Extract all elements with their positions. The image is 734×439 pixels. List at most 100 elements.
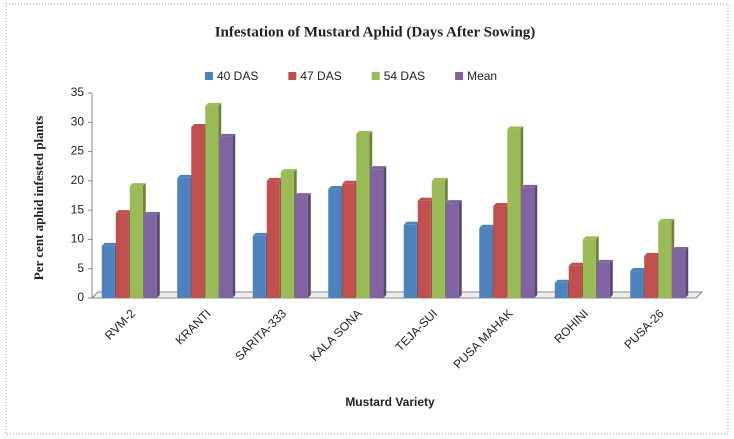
bar [143, 211, 160, 298]
bar-face [507, 126, 524, 130]
bar-face [156, 211, 160, 298]
bar-face [232, 133, 236, 298]
bar-face [356, 131, 373, 134]
y-tick-label: 30 [71, 114, 85, 128]
bar-face [554, 279, 571, 283]
y-tick-label: 25 [71, 144, 85, 158]
bar-face [252, 232, 269, 236]
bar [342, 180, 359, 298]
x-axis-label: Mustard Variety [345, 395, 435, 409]
bar-face [219, 133, 236, 137]
bar-face [307, 193, 311, 298]
bar [521, 184, 538, 298]
bar-face [177, 177, 191, 298]
bar [403, 221, 420, 298]
bar-face [658, 218, 675, 222]
bar-face [521, 184, 538, 188]
y-tick-label: 20 [71, 173, 85, 187]
bar-face [521, 187, 535, 298]
bar-face [356, 134, 370, 298]
y-tick-label: 35 [71, 85, 85, 99]
bar-face [101, 245, 115, 298]
bar [115, 210, 132, 298]
bar-face [403, 224, 417, 298]
bar [294, 193, 311, 298]
bar-face [431, 177, 448, 181]
bar-face [143, 211, 160, 215]
bar [479, 224, 496, 298]
bar-face [115, 210, 132, 214]
bar-face [493, 203, 510, 207]
bar [493, 203, 510, 298]
bar-face [370, 169, 384, 298]
bar-face [252, 235, 266, 298]
bar-face [115, 213, 129, 298]
bar [191, 123, 208, 298]
bar-face [403, 221, 420, 225]
bar-face [507, 129, 521, 298]
bar [507, 126, 524, 298]
bar [328, 186, 345, 298]
bar-face [205, 102, 222, 106]
y-tick-label: 0 [77, 290, 84, 304]
y-tick-label: 15 [71, 202, 85, 216]
bar-face [596, 262, 610, 298]
bar-face [479, 227, 493, 298]
bar-face [431, 180, 445, 298]
bar-face [630, 271, 644, 298]
bar [219, 133, 236, 298]
bar-face [445, 203, 459, 298]
bar [129, 183, 146, 298]
bar [417, 197, 434, 298]
bar-face [191, 123, 208, 127]
bar-face [280, 172, 294, 298]
bar [445, 200, 462, 298]
bar [582, 236, 599, 298]
bar [356, 131, 373, 298]
bar-face [129, 183, 146, 187]
y-axis-label: Per cent aphid infested plants [31, 116, 46, 280]
bar [568, 262, 585, 298]
bar [177, 174, 194, 298]
bar-face [685, 246, 689, 298]
bar-face [280, 169, 297, 173]
bar-face [266, 180, 280, 298]
bar-face [644, 255, 658, 298]
legend-swatch [455, 72, 464, 80]
bar-face [328, 186, 345, 190]
legend-swatch [371, 72, 380, 80]
bar-face [129, 186, 143, 298]
bar-face [191, 126, 205, 298]
bar-face [266, 177, 283, 181]
bar [370, 166, 387, 298]
bar-face [672, 249, 686, 298]
bar [672, 246, 689, 298]
bar-face [534, 184, 538, 298]
bar-face [177, 174, 194, 178]
bar [554, 279, 571, 298]
bar-face [582, 239, 596, 298]
y-tick-label: 10 [71, 232, 85, 246]
bar-face [328, 189, 342, 298]
bar [431, 177, 448, 298]
bar-face [554, 282, 568, 298]
bar-face [143, 214, 157, 298]
bar-face [568, 265, 582, 298]
bar-face [294, 196, 308, 298]
bar-face [101, 242, 118, 246]
bar-face [630, 268, 647, 272]
bar-face [294, 193, 311, 197]
bar-face [370, 166, 387, 170]
y-tick-label: 5 [77, 261, 84, 275]
bar [266, 177, 283, 298]
bar-face [568, 262, 585, 266]
legend-swatch [205, 72, 213, 80]
bar-face [445, 200, 462, 204]
bar-face [644, 252, 661, 256]
bar-face [417, 197, 434, 201]
bar [630, 268, 647, 298]
bar-face [219, 136, 233, 298]
bar-face [383, 166, 387, 298]
legend-swatch [288, 72, 297, 80]
